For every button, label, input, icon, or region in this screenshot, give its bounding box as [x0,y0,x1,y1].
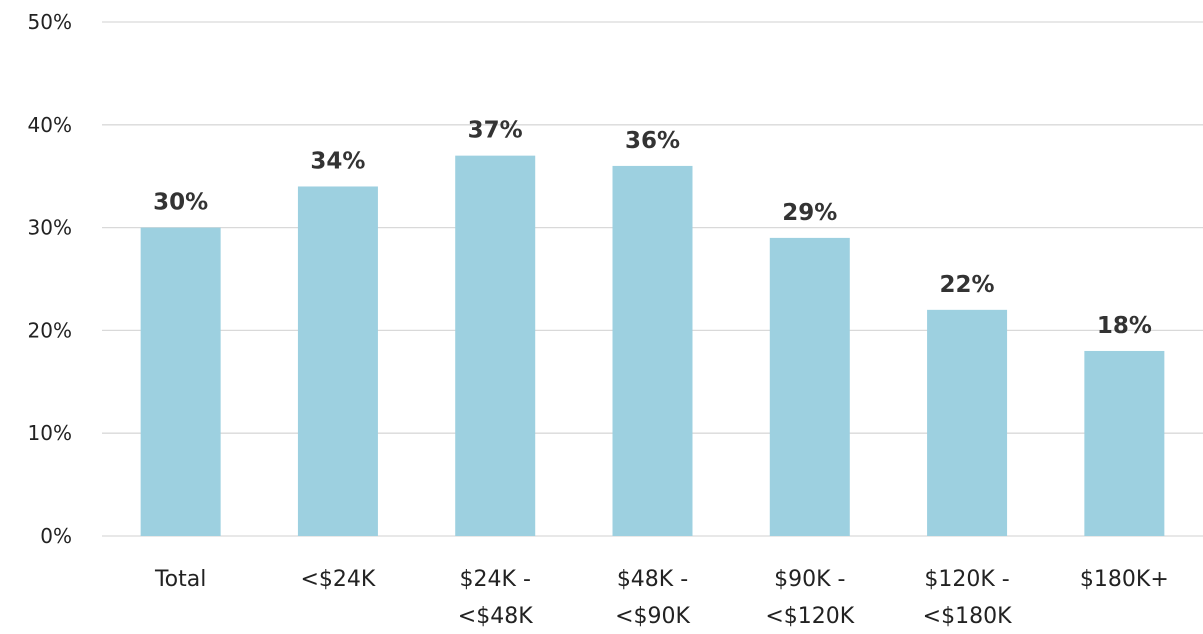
x-tick-label: $24K - <$48K [458,567,533,629]
y-tick-label: 20% [28,318,72,342]
data-label: 29% [782,200,837,226]
x-tick-label-line: $120K - [924,567,1009,592]
y-axis-ticks: 0% 10% 20% 30% 40% 50% [28,10,72,548]
y-tick-label: 50% [28,10,72,34]
data-label: 37% [468,118,523,144]
bar [455,155,536,536]
y-tick-label: 30% [28,216,72,240]
data-label: 18% [1097,313,1152,339]
x-tick-label: $48K - <$90K [615,567,690,629]
x-tick-label-line: <$120K [765,604,854,629]
bar [1084,350,1165,536]
bar [140,227,221,536]
bar [927,309,1008,536]
x-axis-ticks: Total <$24K $24K - <$48K $48K - <$90K $90K - <$… [154,567,1169,629]
y-tick-label: 10% [28,421,72,445]
data-label: 34% [310,148,365,174]
x-tick-label: $180K+ [1080,567,1169,592]
x-tick-label-line: Total [154,567,206,592]
bars [140,155,1165,537]
y-tick-label: 0% [40,524,72,548]
x-tick-label-line: $180K+ [1080,567,1169,592]
x-tick-label-line: <$24K [300,567,375,592]
data-label: 36% [625,128,680,154]
y-tick-label: 40% [28,113,72,137]
data-label: 22% [940,272,995,298]
x-tick-label-line: $24K - [460,567,531,592]
bar [769,237,850,536]
x-tick-label: <$24K [300,567,375,592]
x-tick-label: Total [154,567,206,592]
x-tick-label: $120K - <$180K [923,567,1012,629]
x-tick-label-line: <$180K [923,604,1012,629]
data-label: 30% [153,190,208,216]
x-tick-label: $90K - <$120K [765,567,854,629]
x-tick-label-line: $90K - [774,567,845,592]
data-labels: 30% 34% 37% 36% 29% 22% 18% [153,118,1152,339]
x-tick-label-line: <$48K [458,604,533,629]
bar [297,186,378,537]
x-tick-label-line: $48K - [617,567,688,592]
bar [612,165,693,537]
x-tick-label-line: <$90K [615,604,690,629]
